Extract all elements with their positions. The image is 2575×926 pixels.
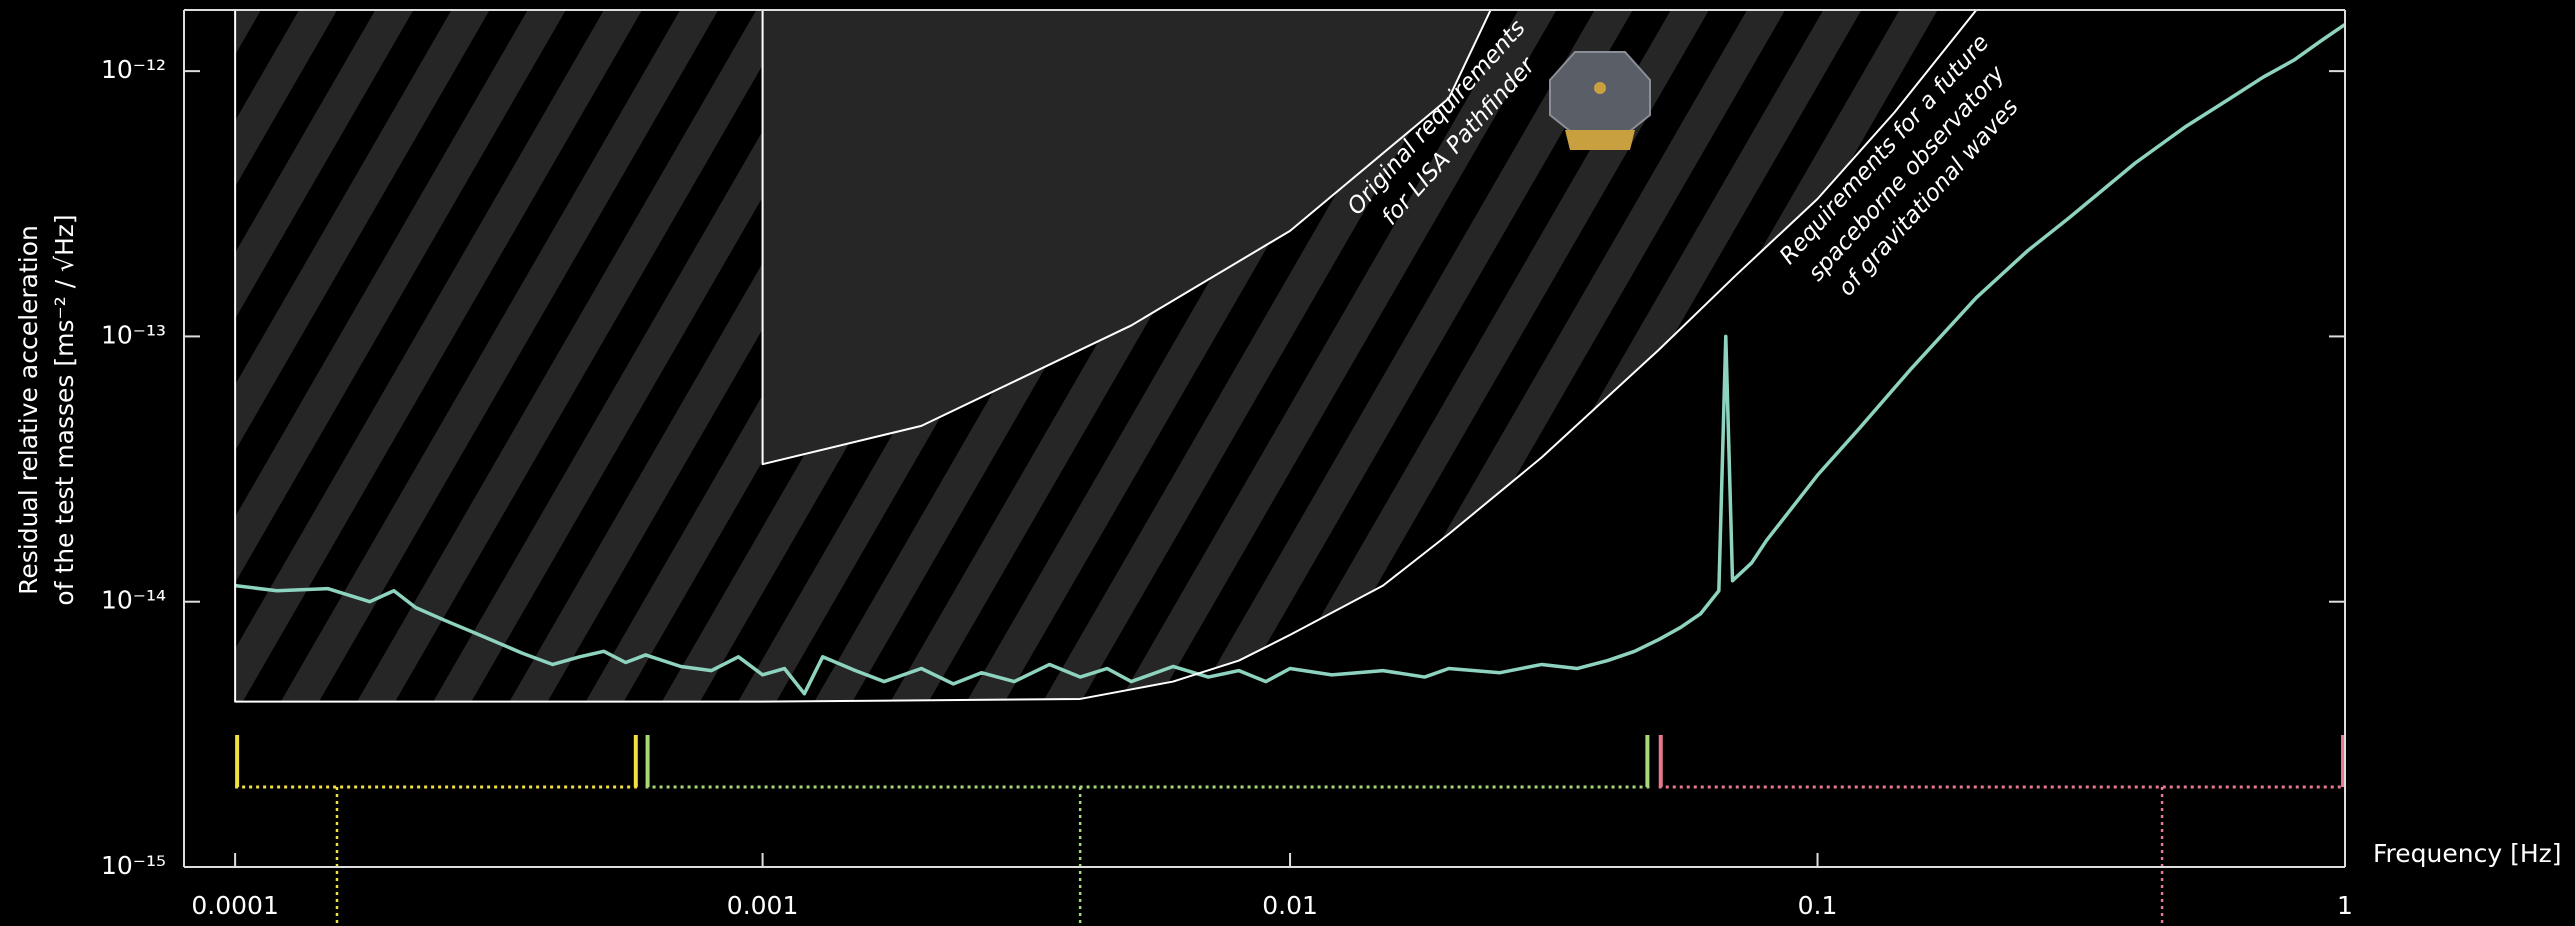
- x-tick-label: 0.1: [1798, 891, 1838, 920]
- y-tick-label: 10⁻¹⁵: [101, 851, 166, 880]
- x-tick-label: 0.001: [727, 891, 799, 920]
- x-axis-label: Frequency [Hz]: [2373, 839, 2562, 868]
- y-axis-label: of the test masses [ms⁻² / √Hz]: [50, 214, 79, 605]
- y-tick-label: 10⁻¹³: [101, 320, 166, 349]
- chart: Requirements for a futurespaceborne obse…: [0, 0, 2575, 926]
- page: {"chart_data": { "type": "line", "xlabel…: [0, 0, 2575, 926]
- x-tick-label: 0.0001: [191, 891, 278, 920]
- x-tick-label: 0.01: [1262, 891, 1318, 920]
- y-tick-label: 10⁻¹²: [101, 55, 166, 84]
- x-tick-label: 1: [2337, 891, 2353, 920]
- y-tick-label: 10⁻¹⁴: [101, 586, 166, 615]
- y-axis-label: Residual relative acceleration: [14, 225, 43, 595]
